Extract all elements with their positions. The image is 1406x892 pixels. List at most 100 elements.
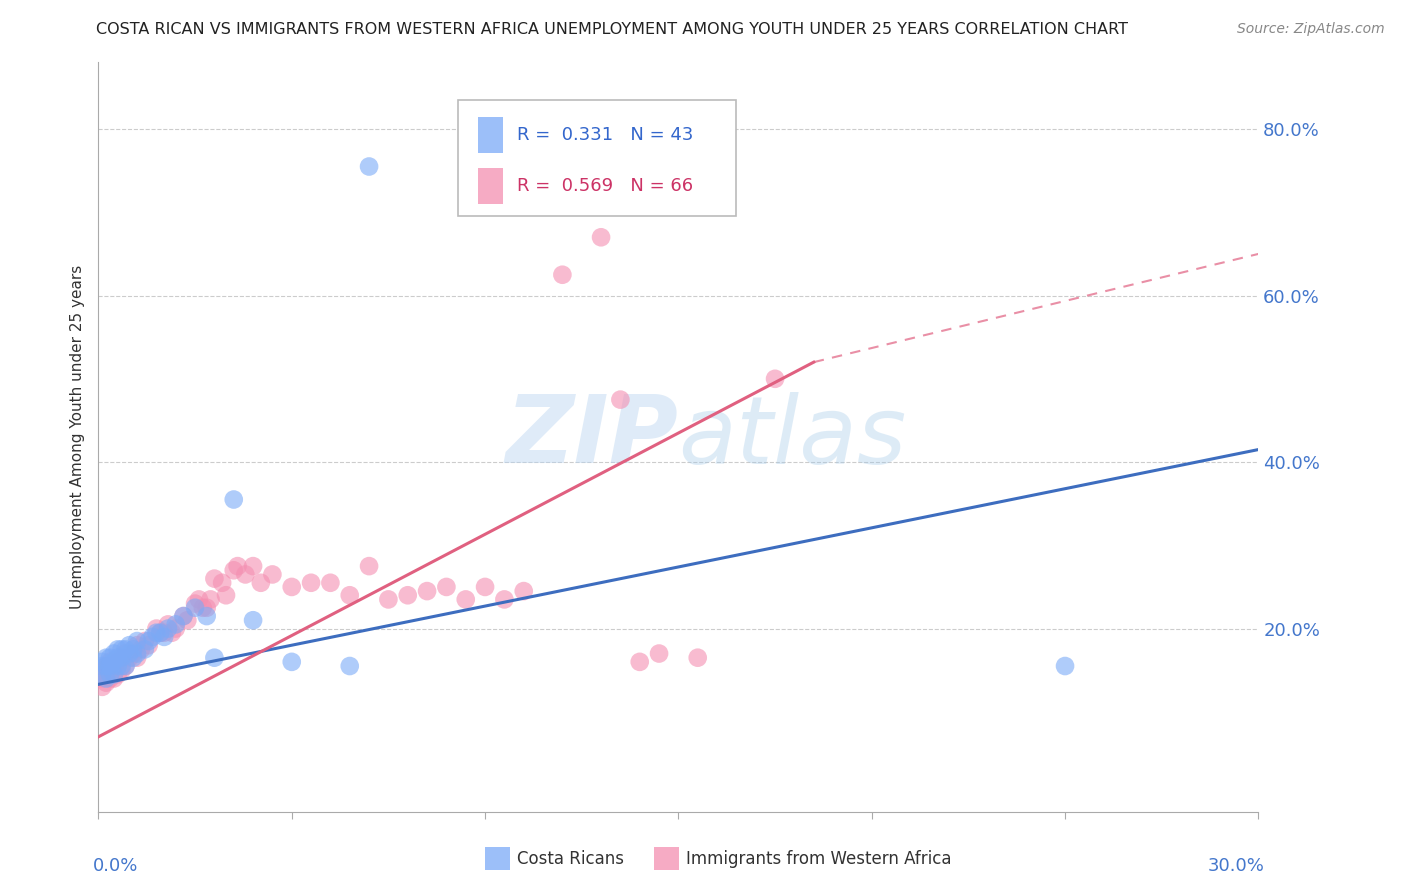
Point xyxy=(195,609,218,624)
Point xyxy=(299,575,322,590)
Point xyxy=(127,650,149,665)
Point xyxy=(204,650,226,665)
Point xyxy=(222,563,245,577)
Point xyxy=(91,659,114,673)
Point xyxy=(114,647,136,661)
Point xyxy=(215,588,238,602)
Point xyxy=(165,622,187,636)
Text: Costa Ricans: Costa Ricans xyxy=(517,849,624,868)
Point xyxy=(359,559,381,574)
Point xyxy=(98,667,121,681)
Text: COSTA RICAN VS IMMIGRANTS FROM WESTERN AFRICA UNEMPLOYMENT AMONG YOUTH UNDER 25 : COSTA RICAN VS IMMIGRANTS FROM WESTERN A… xyxy=(96,22,1128,37)
Point xyxy=(153,630,176,644)
Y-axis label: Unemployment Among Youth under 25 years: Unemployment Among Youth under 25 years xyxy=(69,265,84,609)
Point xyxy=(211,575,233,590)
Point xyxy=(114,642,136,657)
Point xyxy=(122,642,145,657)
Point xyxy=(114,659,136,673)
Point xyxy=(96,667,118,681)
Point xyxy=(118,650,141,665)
Point xyxy=(396,588,419,602)
Point xyxy=(204,572,226,586)
Text: atlas: atlas xyxy=(678,392,907,483)
Point xyxy=(184,597,207,611)
Point xyxy=(96,659,118,673)
Point xyxy=(111,663,132,677)
Point xyxy=(191,600,214,615)
Point xyxy=(377,592,399,607)
Point xyxy=(98,650,121,665)
Point xyxy=(160,625,183,640)
Point xyxy=(98,655,121,669)
Point xyxy=(118,638,141,652)
Text: 30.0%: 30.0% xyxy=(1208,856,1264,875)
Point xyxy=(98,659,121,673)
Point xyxy=(153,625,176,640)
Point xyxy=(127,634,149,648)
Point xyxy=(157,617,180,632)
Point xyxy=(242,559,264,574)
Point xyxy=(250,575,273,590)
Point xyxy=(96,650,118,665)
Point xyxy=(262,567,284,582)
Point xyxy=(149,625,172,640)
Point xyxy=(281,655,304,669)
Point xyxy=(474,580,496,594)
Point xyxy=(91,672,114,686)
Point xyxy=(436,580,458,594)
Point xyxy=(222,492,245,507)
Point xyxy=(145,625,167,640)
Text: Immigrants from Western Africa: Immigrants from Western Africa xyxy=(686,849,952,868)
Point xyxy=(184,600,207,615)
Point xyxy=(111,650,132,665)
Point xyxy=(111,642,132,657)
Point xyxy=(226,559,249,574)
Point xyxy=(165,617,187,632)
Point xyxy=(1054,659,1077,673)
Point xyxy=(107,650,129,665)
Point xyxy=(103,672,125,686)
Point xyxy=(103,667,125,681)
Point xyxy=(114,659,136,673)
Point xyxy=(122,647,145,661)
Point xyxy=(134,634,156,648)
FancyBboxPatch shape xyxy=(458,100,737,216)
Point xyxy=(176,613,198,627)
Point xyxy=(281,580,304,594)
Point xyxy=(107,659,129,673)
Point xyxy=(98,672,121,686)
Point xyxy=(96,659,118,673)
Text: R =  0.569   N = 66: R = 0.569 N = 66 xyxy=(517,177,693,194)
Text: 0.0%: 0.0% xyxy=(93,856,138,875)
Point xyxy=(157,622,180,636)
Bar xyxy=(478,117,503,153)
Point xyxy=(138,638,160,652)
Point xyxy=(591,230,613,244)
Point xyxy=(107,667,129,681)
Point xyxy=(172,609,194,624)
Point xyxy=(138,634,160,648)
Point xyxy=(91,680,114,694)
Point xyxy=(145,622,167,636)
Point xyxy=(242,613,264,627)
Point xyxy=(416,584,439,599)
Point xyxy=(200,592,222,607)
Point xyxy=(648,647,671,661)
Point xyxy=(91,667,114,681)
Point xyxy=(339,588,361,602)
Text: R =  0.331   N = 43: R = 0.331 N = 43 xyxy=(517,126,693,144)
Bar xyxy=(478,168,503,203)
Point xyxy=(149,625,172,640)
Point xyxy=(107,655,129,669)
Point xyxy=(628,655,651,669)
Point xyxy=(195,600,218,615)
Point xyxy=(103,647,125,661)
Text: Source: ZipAtlas.com: Source: ZipAtlas.com xyxy=(1237,22,1385,37)
Point xyxy=(339,659,361,673)
Point xyxy=(172,609,194,624)
Point xyxy=(188,592,211,607)
Point xyxy=(122,650,145,665)
Point xyxy=(551,268,574,282)
Point xyxy=(763,372,786,386)
Point xyxy=(111,659,132,673)
